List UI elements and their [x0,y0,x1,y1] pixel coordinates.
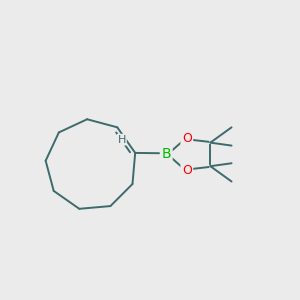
Text: O: O [182,164,192,176]
Text: H: H [118,135,126,145]
Text: B: B [161,147,171,161]
Text: O: O [182,132,192,145]
